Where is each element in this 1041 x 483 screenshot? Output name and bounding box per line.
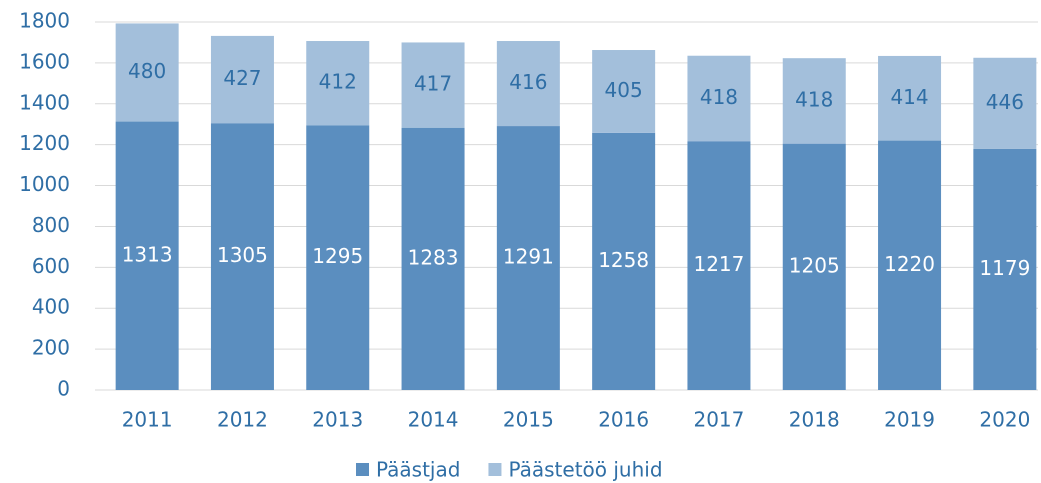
y-tick-label: 200 [32,336,70,360]
data-label: 427 [223,66,261,90]
bar-segment [973,148,1037,390]
x-tick-label: 2019 [884,408,935,432]
x-tick-label: 2015 [503,408,554,432]
bar-segment [210,35,274,124]
x-tick-label: 2013 [312,408,363,432]
bar-segment [687,55,751,142]
bar-segment [878,140,942,390]
x-tick-label: 2012 [217,408,268,432]
x-tick-label: 2011 [122,408,173,432]
y-tick-label: 1600 [19,49,70,73]
legend-swatch [488,463,502,476]
data-label: 416 [509,70,547,94]
data-label: 1220 [884,252,935,276]
data-label: 417 [414,72,452,96]
y-tick-label: 600 [32,254,70,278]
x-tick-label: 2020 [979,408,1030,432]
data-label: 446 [986,90,1024,114]
y-tick-label: 800 [32,213,70,237]
data-label: 1295 [312,244,363,268]
y-tick-label: 0 [57,377,70,401]
bar-segment [210,123,274,390]
bar-segment [878,55,942,141]
x-tick-label: 2014 [408,408,459,432]
data-label: 1179 [979,256,1030,280]
y-tick-label: 400 [32,295,70,319]
data-label: 418 [700,85,738,109]
bar-segment [115,23,179,122]
x-tick-label: 2017 [693,408,744,432]
data-label: 1217 [693,252,744,276]
data-label: 412 [319,70,357,94]
bar-segment [592,132,656,390]
x-tick-label: 2016 [598,408,649,432]
bar-segment [401,127,465,390]
legend-swatch [356,463,369,476]
data-label: 1291 [503,245,554,269]
data-label: 405 [605,78,643,102]
data-label: 1305 [217,243,268,267]
bar-segment [496,41,560,127]
x-tick-label: 2018 [789,408,840,432]
bar-segment [496,126,560,390]
bar-segment [115,121,179,390]
y-tick-label: 1000 [19,172,70,196]
data-label: 414 [890,85,928,109]
data-label: 1205 [789,253,840,277]
bar-segment [401,42,465,128]
legend-label: Päästetöö juhid [508,458,662,482]
bar-segment [687,141,751,390]
data-label: 418 [795,87,833,111]
bar-segment [306,41,370,126]
y-tick-label: 1400 [19,90,70,114]
bar-segment [306,125,370,390]
bar-segment [782,143,846,390]
bar-segment [973,57,1037,149]
data-label: 1313 [122,242,173,266]
y-tick-label: 1800 [19,9,70,33]
data-label: 1283 [408,245,459,269]
data-label: 480 [128,59,166,83]
legend-label: Päästjad [376,458,460,482]
bar-segment [592,50,656,133]
y-tick-label: 1200 [19,131,70,155]
bar-segment [782,58,846,144]
data-label: 1258 [598,248,649,272]
